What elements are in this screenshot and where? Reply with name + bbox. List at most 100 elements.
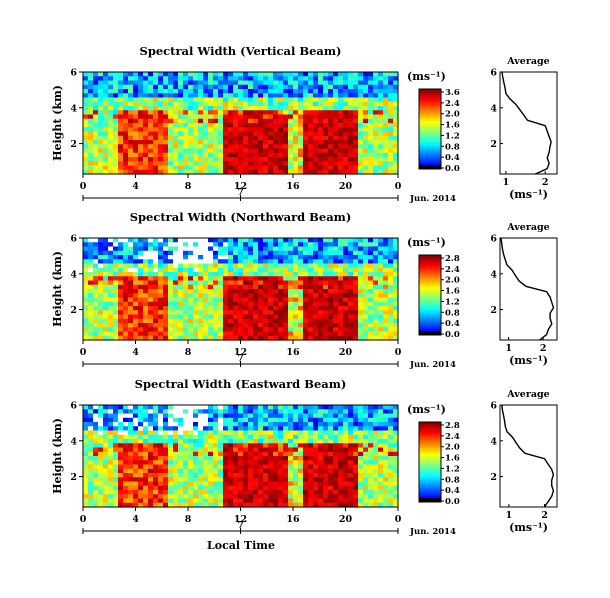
heatmap-cell [188, 97, 194, 103]
heatmap-cell [298, 123, 304, 128]
heatmap-cell [318, 114, 324, 120]
heatmap-cell [283, 426, 289, 432]
heatmap-cell [203, 310, 209, 316]
heatmap-cell [153, 430, 159, 436]
heatmap-cell [383, 169, 389, 175]
heatmap-cell [318, 127, 324, 133]
heatmap-cell [383, 426, 389, 432]
heatmap-cell [173, 259, 179, 265]
heatmap-cell [303, 148, 309, 154]
heatmap-cell [83, 481, 89, 487]
heatmap-cell [103, 76, 109, 82]
heatmap-cell [163, 76, 169, 82]
heatmap-cell [263, 318, 269, 324]
heatmap-cell [88, 131, 94, 137]
colorbar-segment [419, 426, 441, 429]
heatmap-cell [88, 246, 94, 252]
heatmap-cell [228, 293, 234, 299]
heatmap-cell [233, 114, 239, 120]
heatmap-cell [113, 502, 119, 508]
heatmap-cell [208, 323, 214, 328]
heatmap-cell [258, 72, 264, 77]
heatmap-cell [83, 110, 89, 116]
heatmap-cell [128, 409, 134, 415]
heatmap-cell [393, 456, 399, 461]
heatmap-cell [258, 331, 264, 337]
colorbar-segment [419, 325, 441, 328]
heatmap-cell [203, 460, 209, 466]
heatmap-cell [173, 447, 179, 453]
heatmap-cell [288, 250, 294, 256]
heatmap-cell [393, 148, 399, 154]
heatmap-cell [323, 494, 329, 500]
heatmap-cell [248, 246, 254, 252]
heatmap-cell [148, 494, 154, 500]
heatmap-cell [383, 259, 389, 265]
heatmap-cell [323, 498, 329, 504]
heatmap-cell [178, 263, 184, 269]
heatmap-cell [248, 405, 254, 410]
heatmap-cell [103, 165, 109, 171]
heatmap-cell [328, 246, 334, 252]
heatmap-cell [253, 259, 259, 265]
heatmap-cell [198, 255, 204, 260]
heatmap-cell [193, 148, 199, 154]
heatmap-cell [358, 485, 364, 491]
heatmap-cell [353, 306, 359, 311]
heatmap-cell [293, 101, 299, 107]
heatmap-cell [173, 460, 179, 466]
heatmap-cell [293, 297, 299, 303]
colorbar-segment [419, 105, 441, 108]
heatmap-cell [168, 165, 174, 171]
heatmap-cell [213, 331, 219, 337]
heatmap-cell [138, 276, 144, 282]
heatmap-cell [278, 306, 284, 311]
heatmap-cell [228, 165, 234, 171]
heatmap-cell [178, 293, 184, 299]
heatmap-cell [368, 93, 374, 99]
heatmap-cell [238, 289, 244, 294]
heatmap-cell [288, 502, 294, 508]
heatmap-cell [283, 131, 289, 137]
heatmap-cell [223, 97, 229, 103]
heatmap-cell [133, 101, 139, 107]
heatmap-cell [223, 93, 229, 99]
heatmap-cell [88, 118, 94, 124]
heatmap-cell [328, 284, 334, 290]
heatmap-cell [163, 284, 169, 290]
heatmap-cell [93, 460, 99, 466]
heatmap-cell [363, 306, 369, 311]
heatmap-cell [318, 327, 324, 333]
heatmap-cell [238, 84, 244, 90]
heatmap-cell [128, 443, 134, 449]
heatmap-cell [148, 426, 154, 432]
heatmap-cell [83, 118, 89, 124]
heatmap-cell [173, 161, 179, 167]
heatmap-cell [288, 422, 294, 427]
heatmap-cell [88, 318, 94, 324]
heatmap-cell [263, 84, 269, 90]
heatmap-cell [253, 97, 259, 103]
heatmap-cell [343, 297, 349, 303]
heatmap-cell [153, 464, 159, 470]
heatmap-cell [358, 127, 364, 133]
heatmap-cell [333, 456, 339, 461]
heatmap-cell [248, 301, 254, 307]
heatmap-cell [388, 468, 394, 474]
heatmap-cell [328, 89, 334, 94]
heatmap-cell [378, 280, 384, 286]
heatmap-cell [88, 144, 94, 150]
heatmap-cell [358, 131, 364, 137]
heatmap-cell [168, 127, 174, 133]
heatmap-cell [318, 118, 324, 124]
heatmap-cell [318, 148, 324, 154]
heatmap-cell [168, 272, 174, 277]
heatmap-cell [253, 481, 259, 487]
heatmap-cell [313, 157, 319, 162]
heatmap-cell [148, 110, 154, 116]
heatmap-cell [388, 259, 394, 265]
heatmap-cell [88, 169, 94, 175]
heatmap-cell [328, 447, 334, 453]
heatmap-cell [188, 127, 194, 133]
heatmap-cell [303, 335, 309, 341]
